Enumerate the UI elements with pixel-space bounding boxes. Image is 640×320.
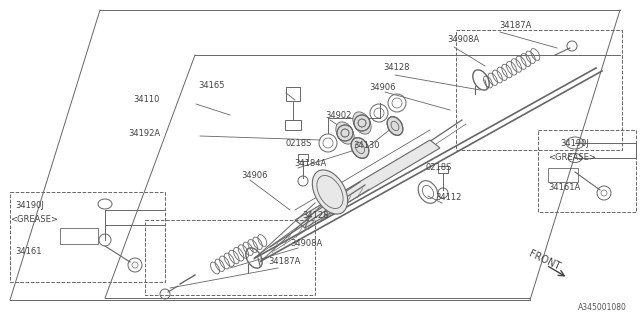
Text: FRONT: FRONT <box>527 248 561 272</box>
Bar <box>286 87 300 101</box>
Text: 34908A: 34908A <box>290 238 323 247</box>
Polygon shape <box>295 140 440 228</box>
Text: 34110: 34110 <box>134 95 160 105</box>
Text: 34906: 34906 <box>369 84 396 92</box>
Text: 34190J: 34190J <box>560 139 589 148</box>
Text: 34187A: 34187A <box>499 21 531 30</box>
Text: <GREASE>: <GREASE> <box>548 154 596 163</box>
Text: 34161A: 34161A <box>548 183 580 193</box>
Text: 34128: 34128 <box>383 63 410 73</box>
Ellipse shape <box>312 170 348 214</box>
Text: 34161: 34161 <box>15 247 42 257</box>
Bar <box>538 130 636 212</box>
Bar <box>285 120 301 130</box>
Ellipse shape <box>387 117 403 135</box>
Text: 34165: 34165 <box>198 82 225 91</box>
Bar <box>438 166 448 173</box>
Bar <box>298 154 308 161</box>
Ellipse shape <box>336 122 354 144</box>
Text: 34184A: 34184A <box>294 158 326 167</box>
Text: 34908A: 34908A <box>447 36 479 44</box>
Text: 34190J: 34190J <box>15 201 44 210</box>
Text: 34112: 34112 <box>435 193 461 202</box>
Text: 34187A: 34187A <box>268 258 300 267</box>
Text: <GREASE>: <GREASE> <box>10 215 58 225</box>
Bar <box>145 220 315 295</box>
Bar <box>548 168 578 182</box>
Text: 34128: 34128 <box>302 211 328 220</box>
Bar <box>10 192 165 282</box>
Bar <box>456 30 622 150</box>
Text: 0218S: 0218S <box>285 140 312 148</box>
Bar <box>60 228 98 244</box>
Text: 34902: 34902 <box>325 110 351 119</box>
Text: 34906: 34906 <box>241 171 268 180</box>
Text: 34192A: 34192A <box>128 129 160 138</box>
Text: 0218S: 0218S <box>426 164 452 172</box>
Text: 34130: 34130 <box>353 140 380 149</box>
Ellipse shape <box>353 112 371 134</box>
Ellipse shape <box>351 138 369 158</box>
Text: A345001080: A345001080 <box>578 303 627 313</box>
